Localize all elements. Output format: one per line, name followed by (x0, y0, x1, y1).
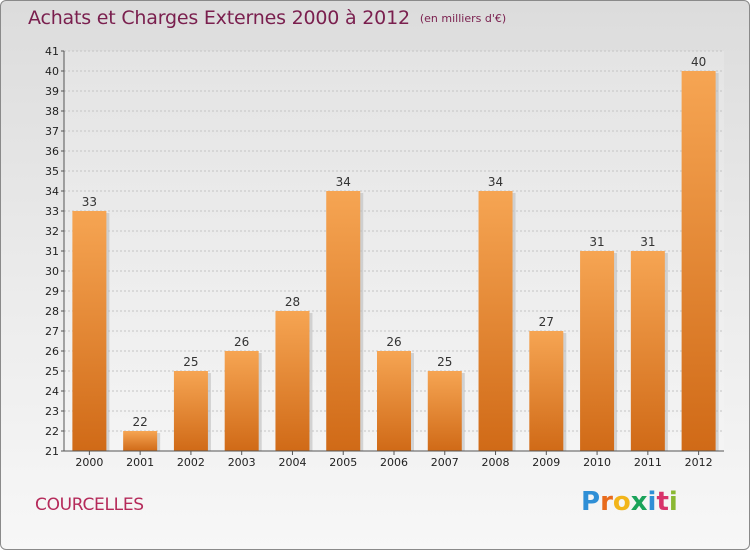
bar (427, 371, 462, 451)
x-tick-label: 2012 (685, 456, 713, 469)
data-label: 28 (285, 295, 300, 309)
data-label: 25 (183, 355, 198, 369)
y-tick-label: 28 (45, 305, 59, 318)
bars (72, 71, 719, 451)
bar (478, 191, 513, 451)
bar (580, 251, 615, 451)
bar (326, 191, 361, 451)
x-tick-label: 2005 (329, 456, 357, 469)
data-label: 26 (386, 335, 401, 349)
x-tick-label: 2010 (583, 456, 611, 469)
title-row: Achats et Charges Externes 2000 à 2012 (e… (28, 7, 506, 29)
x-tick-label: 2006 (380, 456, 408, 469)
x-tick-label: 2000 (75, 456, 103, 469)
y-tick-label: 25 (45, 365, 59, 378)
bar (72, 211, 107, 451)
y-tick-labels: 21 22 23 24 25 26 27 28 29 30 31 32 33 34 35 36 37 38 39 40… (45, 45, 59, 458)
x-tick-label: 2011 (634, 456, 662, 469)
bar (529, 331, 564, 451)
y-tick-label: 40 (45, 65, 59, 78)
logo-letter: r (600, 487, 613, 517)
x-tick-label: 2001 (126, 456, 154, 469)
y-tick-label: 29 (45, 285, 59, 298)
y-tick-label: 30 (45, 265, 59, 278)
data-label: 31 (640, 235, 655, 249)
logo-letter: i (668, 487, 678, 517)
x-tick-label: 2004 (278, 456, 306, 469)
x-tick-label: 2002 (177, 456, 205, 469)
logo-letter: t (656, 487, 669, 517)
axes (61, 50, 724, 455)
proxiti-logo: Proxiti (581, 487, 678, 517)
x-tick-label: 2008 (482, 456, 510, 469)
data-label: 27 (539, 315, 554, 329)
logo-letter: P (581, 487, 601, 517)
chart-title: Achats et Charges Externes 2000 à 2012 (28, 7, 410, 29)
commune-name: COURCELLES (35, 495, 144, 515)
bar (630, 251, 665, 451)
data-label: 34 (488, 175, 503, 189)
logo-letter: o (612, 487, 631, 517)
data-label: 34 (336, 175, 351, 189)
y-tick-label: 27 (45, 325, 59, 338)
bar (377, 351, 411, 451)
y-tick-label: 32 (45, 225, 59, 238)
logo-letter: x (630, 487, 648, 517)
data-label: 31 (589, 235, 604, 249)
x-tick-label: 2009 (532, 456, 560, 469)
bar (224, 351, 259, 451)
y-tick-label: 41 (45, 45, 59, 58)
data-label: 33 (82, 195, 97, 209)
bar (275, 311, 310, 451)
y-tick-label: 37 (45, 125, 59, 138)
bar (681, 71, 716, 451)
gridlines (64, 50, 724, 452)
chart-subtitle: (en milliers d'€) (419, 12, 507, 25)
y-tick-label: 39 (45, 85, 59, 98)
y-tick-label: 24 (45, 385, 59, 398)
y-tick-label: 34 (45, 185, 59, 198)
x-tick-label: 2007 (431, 456, 459, 469)
y-tick-label: 21 (45, 445, 59, 458)
bar (123, 431, 158, 451)
y-tick-label: 33 (45, 205, 59, 218)
data-label: 25 (437, 355, 452, 369)
data-label: 26 (234, 335, 249, 349)
logo-letter: i (647, 487, 657, 517)
x-tick-label: 2003 (228, 456, 256, 469)
y-tick-label: 35 (45, 165, 59, 178)
data-label: 40 (691, 55, 706, 69)
y-tick-label: 23 (45, 405, 59, 418)
data-labels: 33 22 25 26 28 34 26 25 34 27 31 31 40 (82, 55, 707, 429)
data-label: 22 (133, 415, 148, 429)
x-tick-labels: 2000 2001 2002 2003 2004 2005 2006 2007 2008 2009… (75, 456, 712, 469)
y-tick-label: 31 (45, 245, 59, 258)
y-tick-label: 36 (45, 145, 59, 158)
y-tick-label: 22 (45, 425, 59, 438)
y-tick-label: 26 (45, 345, 59, 358)
y-tick-label: 38 (45, 105, 59, 118)
bar (173, 371, 208, 451)
